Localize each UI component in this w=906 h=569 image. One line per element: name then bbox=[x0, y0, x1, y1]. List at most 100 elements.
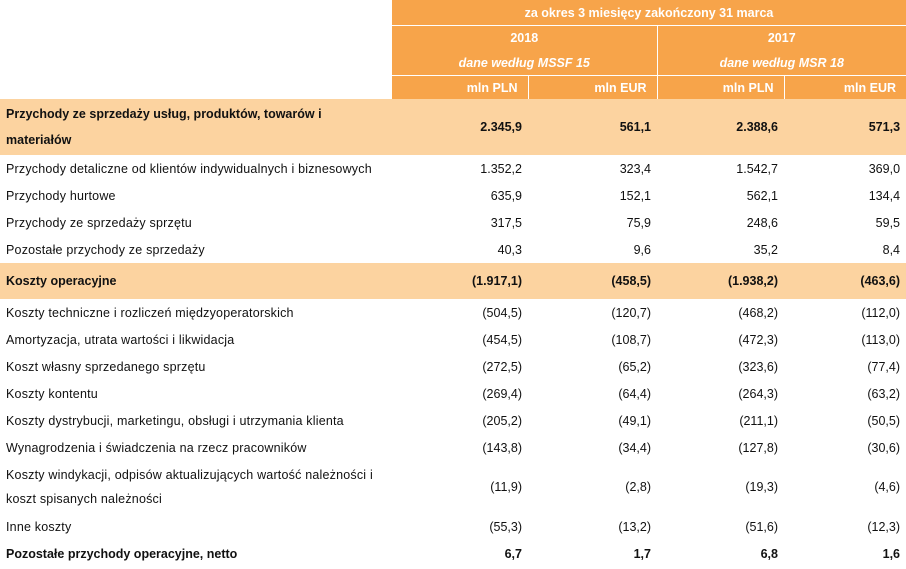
table-row: Koszty kontentu (269,4) (64,4) (264,3) (… bbox=[0, 380, 906, 407]
cell-value: (1.938,2) bbox=[657, 263, 784, 299]
row-label: Koszty windykacji, odpisów aktualizujący… bbox=[6, 468, 373, 506]
table-row: Przychody ze sprzedaży sprzętu 317,5 75,… bbox=[0, 209, 906, 236]
row-label: Koszty kontentu bbox=[6, 386, 98, 401]
table-row: Koszt własny sprzedanego sprzętu (272,5)… bbox=[0, 353, 906, 380]
cell-value: (50,5) bbox=[867, 413, 901, 428]
table-row-total: Pozostałe przychody operacyjne, netto 6,… bbox=[0, 540, 906, 567]
cell-value: 635,9 bbox=[490, 188, 522, 203]
cell-value: 6,8 bbox=[760, 546, 778, 561]
cell-value: 317,5 bbox=[490, 215, 522, 230]
row-label: Przychody detaliczne od klientów indywid… bbox=[6, 161, 372, 176]
row-label: Koszty techniczne i rozliczeń międzyoper… bbox=[6, 305, 294, 320]
header-year-row: 2018 2017 bbox=[0, 25, 906, 50]
table-row: Przychody detaliczne od klientów indywid… bbox=[0, 155, 906, 182]
cell-value: (468,2) bbox=[738, 305, 778, 320]
table-row: Koszty windykacji, odpisów aktualizujący… bbox=[0, 461, 906, 513]
period-header: za okres 3 miesięcy zakończony 31 marca bbox=[392, 0, 906, 26]
row-label: Przychody ze sprzedaży sprzętu bbox=[6, 215, 192, 230]
cell-value: (13,2) bbox=[618, 519, 651, 534]
cell-value: (12,3) bbox=[867, 519, 901, 534]
basis-header-2017: dane według MSR 18 bbox=[656, 50, 906, 76]
cell-value: (211,1) bbox=[739, 413, 778, 428]
cell-value: (269,4) bbox=[482, 386, 522, 401]
cell-value: 2.345,9 bbox=[392, 99, 528, 155]
row-label: Koszt własny sprzedanego sprzętu bbox=[6, 359, 206, 374]
unit-header: mln EUR bbox=[527, 75, 657, 99]
cell-value: 8,4 bbox=[882, 242, 901, 257]
cell-value: 1,6 bbox=[882, 546, 901, 561]
cell-value: (458,5) bbox=[528, 263, 657, 299]
cell-value: (323,6) bbox=[738, 359, 778, 374]
cell-value: 323,4 bbox=[619, 161, 651, 176]
cell-value: (77,4) bbox=[867, 359, 901, 374]
cell-value: 134,4 bbox=[868, 188, 901, 203]
cell-value: 369,0 bbox=[868, 161, 901, 176]
cell-value: (49,1) bbox=[618, 413, 651, 428]
cell-value: (113,0) bbox=[861, 332, 901, 347]
cell-value: (65,2) bbox=[618, 359, 651, 374]
table-row: Koszty techniczne i rozliczeń międzyoper… bbox=[0, 299, 906, 326]
year-header-2017: 2017 bbox=[656, 25, 906, 50]
table-row: Pozostałe przychody ze sprzedaży 40,3 9,… bbox=[0, 236, 906, 263]
row-label: Amortyzacja, utrata wartości i likwidacj… bbox=[6, 332, 235, 347]
cell-value: (55,3) bbox=[489, 519, 522, 534]
cell-value: 152,1 bbox=[619, 188, 651, 203]
cell-value: 6,7 bbox=[504, 546, 522, 561]
section-row-costs: Koszty operacyjne (1.917,1) (458,5) (1.9… bbox=[0, 263, 906, 299]
cell-value: (2,8) bbox=[625, 480, 651, 494]
cell-value: 9,6 bbox=[633, 242, 651, 257]
cell-value: (19,3) bbox=[745, 480, 778, 494]
row-label: Koszty dystrybucji, marketingu, obsługi … bbox=[6, 413, 344, 428]
header-basis-row: dane według MSSF 15 dane według MSR 18 bbox=[0, 50, 906, 76]
cell-value: (504,5) bbox=[482, 305, 522, 320]
cell-value: (205,2) bbox=[482, 413, 522, 428]
unit-header: mln PLN bbox=[392, 75, 528, 99]
cell-value: (472,3) bbox=[738, 332, 778, 347]
row-label: Przychody ze sprzedaży usług, produktów,… bbox=[0, 99, 392, 155]
table-row: Inne koszty (55,3) (13,2) (51,6) (12,3) bbox=[0, 513, 906, 540]
cell-value: 40,3 bbox=[497, 242, 522, 257]
cell-value: 59,5 bbox=[875, 215, 901, 230]
cell-value: (127,8) bbox=[738, 440, 778, 455]
cell-value: 2.388,6 bbox=[657, 99, 784, 155]
cell-value: (108,7) bbox=[611, 332, 651, 347]
cell-value: (64,4) bbox=[618, 386, 651, 401]
row-label: Pozostałe przychody operacyjne, netto bbox=[6, 546, 238, 561]
cell-value: 1.352,2 bbox=[480, 161, 522, 176]
table-row: Przychody hurtowe 635,9 152,1 562,1 134,… bbox=[0, 182, 906, 209]
cell-value: (272,5) bbox=[482, 359, 522, 374]
cell-value: 1,7 bbox=[633, 546, 651, 561]
cell-value: (11,9) bbox=[490, 480, 522, 494]
cell-value: 571,3 bbox=[784, 99, 906, 155]
cell-value: 562,1 bbox=[746, 188, 778, 203]
cell-value: 1.542,7 bbox=[736, 161, 778, 176]
unit-header: mln PLN bbox=[656, 75, 784, 99]
row-label: Pozostałe przychody ze sprzedaży bbox=[6, 242, 205, 257]
cell-value: (112,0) bbox=[861, 305, 901, 320]
row-label: Przychody hurtowe bbox=[6, 188, 116, 203]
section-row-revenue: Przychody ze sprzedaży usług, produktów,… bbox=[0, 99, 906, 155]
header-period-row: za okres 3 miesięcy zakończony 31 marca bbox=[0, 0, 906, 26]
table-row: Amortyzacja, utrata wartości i likwidacj… bbox=[0, 326, 906, 353]
cell-value: (63,2) bbox=[867, 386, 901, 401]
header-units-row: mln PLN mln EUR mln PLN mln EUR bbox=[0, 75, 906, 99]
year-header-2018: 2018 bbox=[392, 25, 657, 50]
table-row: Koszty dystrybucji, marketingu, obsługi … bbox=[0, 407, 906, 434]
cell-value: (463,6) bbox=[784, 263, 906, 299]
row-label: Inne koszty bbox=[6, 519, 72, 534]
row-label: Wynagrodzenia i świadczenia na rzecz pra… bbox=[6, 440, 307, 455]
row-label: Koszty operacyjne bbox=[0, 263, 392, 299]
cell-value: 561,1 bbox=[528, 99, 657, 155]
cell-value: 35,2 bbox=[753, 242, 778, 257]
cell-value: (1.917,1) bbox=[392, 263, 528, 299]
cell-value: 248,6 bbox=[746, 215, 778, 230]
cell-value: (34,4) bbox=[618, 440, 651, 455]
cell-value: (30,6) bbox=[867, 440, 901, 455]
cell-value: (120,7) bbox=[611, 305, 651, 320]
cell-value: (143,8) bbox=[482, 440, 522, 455]
cell-value: 75,9 bbox=[626, 215, 651, 230]
basis-header-2018: dane według MSSF 15 bbox=[392, 50, 657, 76]
cell-value: (264,3) bbox=[738, 386, 778, 401]
cell-value: (51,6) bbox=[745, 519, 778, 534]
